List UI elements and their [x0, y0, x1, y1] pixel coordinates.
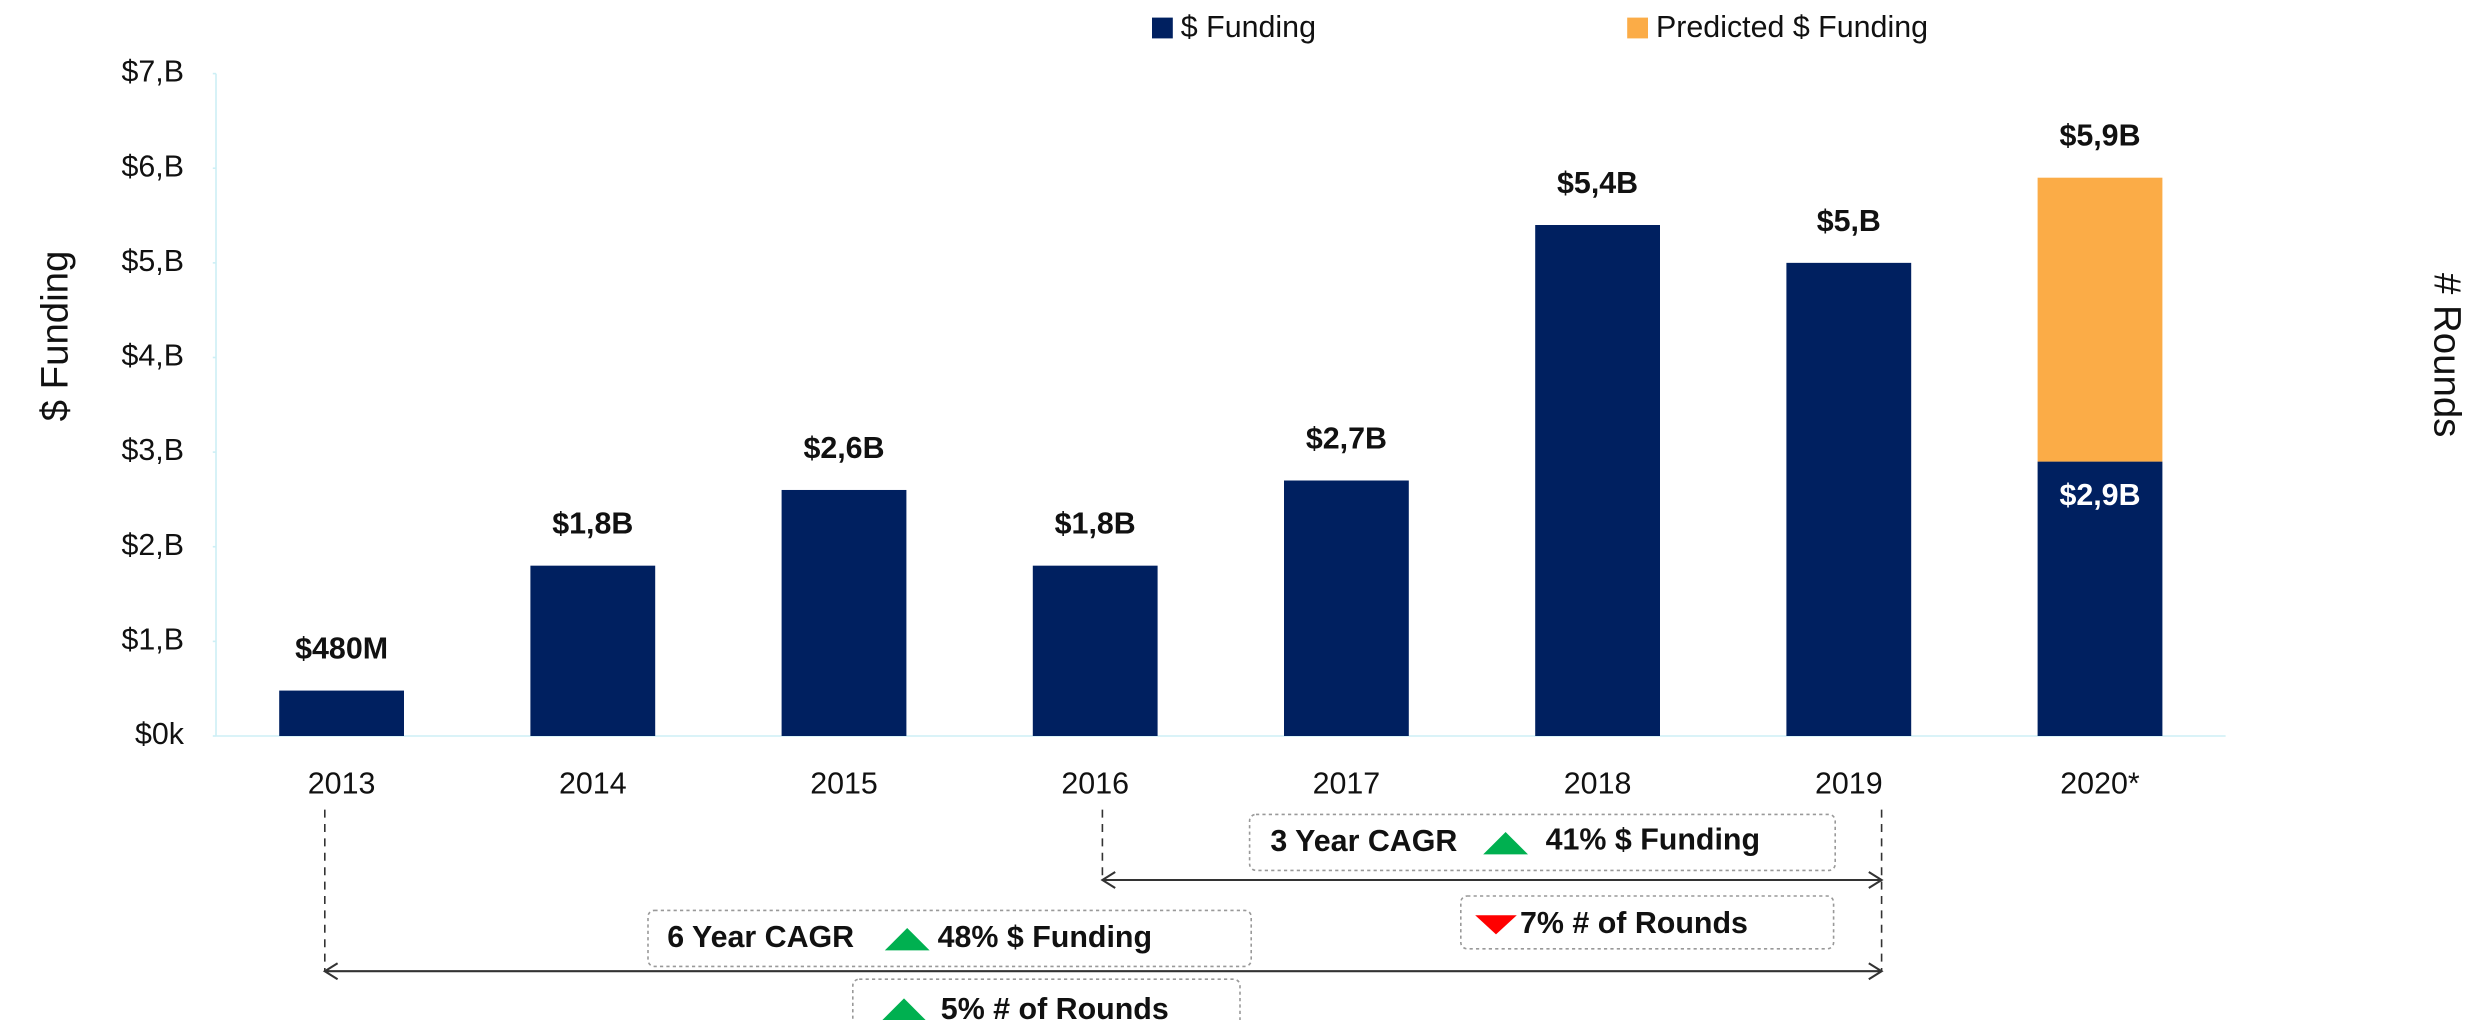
bar — [530, 565, 656, 736]
annotation: 5% # of Rounds — [941, 992, 1169, 1020]
annotation: 6 Year CAGR — [667, 920, 854, 954]
y-tick-label: $1,B — [121, 622, 184, 656]
up-icon — [884, 928, 930, 951]
arrow — [322, 962, 1884, 981]
x-tick-label: 2015 — [810, 767, 878, 801]
x-tick-label: 2013 — [308, 767, 376, 801]
annotation-box — [1460, 895, 1835, 950]
up-icon — [1483, 832, 1528, 855]
data-label: $1,8B — [1055, 507, 1136, 541]
annotation: 7% # of Rounds — [1520, 906, 1748, 940]
x-tick-label: 2019 — [1815, 767, 1883, 801]
y-tick-label: $7,B — [121, 55, 184, 89]
data-label: $2,9B — [2059, 478, 2140, 512]
bar — [1032, 565, 1158, 736]
down-icon — [1475, 915, 1517, 935]
legend-swatch — [1152, 17, 1173, 39]
bar — [279, 690, 404, 736]
x-tick-label: 2014 — [559, 767, 627, 801]
legend-swatch — [1627, 17, 1648, 39]
bar — [781, 489, 907, 736]
y-tick-label: $4,B — [121, 339, 184, 373]
bar — [1535, 225, 1660, 736]
y-tick-label: $5,B — [121, 244, 184, 278]
x-tick-label: 2016 — [1061, 767, 1129, 801]
y-tick-label: $0k — [135, 717, 185, 751]
annotation: 3 Year CAGR — [1270, 824, 1457, 858]
data-label: $480M — [295, 632, 388, 666]
legend-label: Predicted $ Funding — [1656, 10, 1928, 44]
annotation-box — [1248, 813, 1836, 872]
annotation-box — [852, 978, 1241, 1020]
annotation: 48% $ Funding — [938, 920, 1152, 954]
y-tick-label: $3,B — [121, 433, 184, 467]
y-tick-label: $2,B — [121, 528, 184, 562]
x-tick-label: 2018 — [1564, 767, 1632, 801]
data-label: $5,B — [1817, 204, 1881, 238]
arrow — [1100, 871, 1884, 889]
y-tick-label: $6,B — [121, 149, 184, 183]
y-axis-title: $ Funding — [34, 251, 77, 422]
up-icon — [882, 998, 926, 1020]
annotation: 41% $ Funding — [1546, 823, 1760, 857]
bar — [2037, 177, 2163, 462]
bar — [2037, 461, 2163, 736]
bar — [1786, 262, 1912, 736]
data-label: $2,7B — [1306, 422, 1387, 456]
data-label: $2,6B — [803, 431, 884, 465]
bar — [1284, 480, 1409, 736]
data-label: $1,8B — [552, 507, 633, 541]
annotation-box — [647, 909, 1252, 968]
x-tick-label: 2017 — [1313, 767, 1381, 801]
legend-label: $ Funding — [1181, 10, 1316, 44]
total-label: $5,9B — [2059, 119, 2140, 153]
y2-axis-title: # Rounds — [2426, 273, 2469, 437]
data-label: $5,4B — [1557, 166, 1638, 200]
x-tick-label: 2020* — [2060, 767, 2140, 801]
